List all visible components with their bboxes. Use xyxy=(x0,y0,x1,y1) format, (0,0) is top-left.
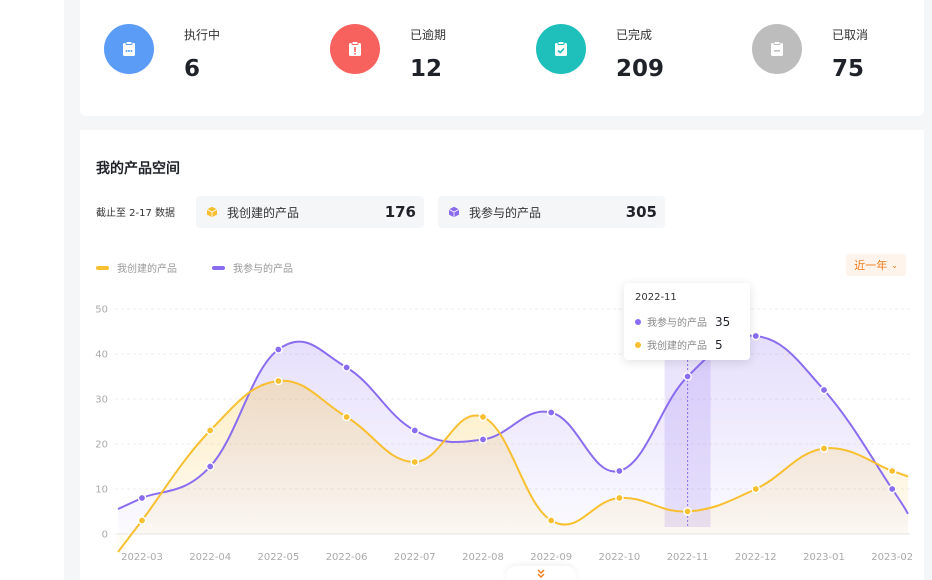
x-tick-label: 2022-05 xyxy=(258,552,300,563)
data-point-joined[interactable] xyxy=(342,363,351,372)
x-tick-label: 2022-06 xyxy=(326,552,368,563)
stat-value: 6 xyxy=(184,56,201,82)
stat-label: 已取消 xyxy=(832,28,869,42)
x-tick-label: 2022-11 xyxy=(667,552,709,563)
data-point-joined[interactable] xyxy=(274,345,283,354)
tooltip-row-created: 我创建的产品 5 xyxy=(635,337,745,352)
data-point-created[interactable] xyxy=(274,376,283,386)
pill-label: 我创建的产品 xyxy=(227,205,300,220)
data-point-created[interactable] xyxy=(478,412,488,422)
tooltip-row-joined: 我参与的产品 35 xyxy=(635,314,745,329)
series-line-joined xyxy=(117,334,909,515)
data-point-joined[interactable] xyxy=(546,408,556,417)
tooltip-series-name: 我参与的产品 xyxy=(647,318,707,329)
chevron-down-icon: ⌄ xyxy=(891,260,898,270)
data-point-created[interactable] xyxy=(205,426,215,435)
data-point-created[interactable] xyxy=(342,412,351,422)
data-point-joined[interactable] xyxy=(615,466,624,476)
y-tick-label: 40 xyxy=(95,350,108,361)
legend-item-joined[interactable]: 我参与的产品 xyxy=(212,260,293,275)
x-tick-label: 2022-10 xyxy=(599,552,641,563)
data-point-created[interactable] xyxy=(683,507,692,516)
data-point-created[interactable] xyxy=(137,516,147,525)
stat-value: 209 xyxy=(616,56,665,82)
tooltip-series-value: 35 xyxy=(715,314,731,329)
series-line-created xyxy=(117,379,909,553)
pill-value: 305 xyxy=(625,203,657,221)
pill-label: 我参与的产品 xyxy=(469,205,542,220)
chart-tooltip: 2022-11 我参与的产品 35 我创建的产品 5 xyxy=(624,283,750,360)
stat-value: 12 xyxy=(410,56,443,82)
tooltip-series-value: 5 xyxy=(715,337,723,352)
stat-label: 已逾期 xyxy=(410,28,447,42)
data-as-of-note: 截止至 2-17 数据 xyxy=(96,208,176,219)
legend-swatch xyxy=(212,265,225,270)
clipboard-minus-icon xyxy=(752,24,802,74)
y-tick-label: 20 xyxy=(95,440,108,451)
tooltip-dot xyxy=(635,318,641,325)
clipboard-alert-icon xyxy=(330,24,380,74)
data-point-joined[interactable] xyxy=(887,484,897,494)
tooltip-title: 2022-11 xyxy=(635,292,677,303)
data-point-created[interactable] xyxy=(546,516,556,525)
data-point-created[interactable] xyxy=(819,444,829,453)
y-tick-label: 30 xyxy=(95,395,108,406)
cube-icon xyxy=(448,206,460,218)
left-panel xyxy=(0,0,64,580)
x-tick-label: 2022-08 xyxy=(462,552,504,563)
data-point-joined[interactable] xyxy=(205,462,215,471)
legend-label: 我参与的产品 xyxy=(233,264,293,275)
x-tick-label: 2022-03 xyxy=(121,552,163,563)
collapse-toggle[interactable] xyxy=(506,566,576,580)
data-point-created[interactable] xyxy=(410,457,420,467)
data-point-joined[interactable] xyxy=(137,493,147,503)
stat-label: 已完成 xyxy=(616,28,653,42)
y-tick-label: 0 xyxy=(102,530,108,541)
y-tick-label: 50 xyxy=(95,305,108,316)
legend-label: 我创建的产品 xyxy=(117,264,177,275)
data-point-joined[interactable] xyxy=(751,331,761,341)
double-chevron-down-icon xyxy=(537,569,545,578)
x-tick-label: 2023-02 xyxy=(871,552,913,563)
stat-label: 执行中 xyxy=(184,28,221,42)
created-products-summary[interactable]: 我创建的产品 176 xyxy=(196,196,424,228)
legend-item-created[interactable]: 我创建的产品 xyxy=(96,260,177,275)
time-range-select[interactable]: 近一年 ⌄ xyxy=(846,254,906,276)
y-tick-label: 10 xyxy=(95,485,108,496)
pill-value: 176 xyxy=(384,203,416,221)
data-point-joined[interactable] xyxy=(410,426,420,435)
data-point-joined[interactable] xyxy=(819,385,829,395)
x-tick-label: 2022-07 xyxy=(394,552,436,563)
data-point-joined[interactable] xyxy=(683,372,692,381)
task-status-card: 执行中 6 已逾期 12 已完成 209 已取消 75 xyxy=(80,0,924,116)
x-tick-label: 2023-01 xyxy=(803,552,845,563)
data-point-created[interactable] xyxy=(887,466,897,476)
tooltip-dot xyxy=(635,341,641,348)
clipboard-check-icon xyxy=(536,24,586,74)
section-title: 我的产品空间 xyxy=(96,161,180,177)
legend-swatch xyxy=(96,265,109,270)
x-tick-label: 2022-04 xyxy=(189,552,231,563)
stat-value: 75 xyxy=(832,56,865,82)
time-range-label: 近一年 xyxy=(854,259,888,272)
data-point-joined[interactable] xyxy=(478,435,488,444)
x-tick-label: 2022-12 xyxy=(735,552,777,563)
joined-products-summary[interactable]: 我参与的产品 305 xyxy=(438,196,665,228)
data-point-created[interactable] xyxy=(615,493,624,503)
series-area-created xyxy=(118,380,908,552)
tooltip-series-name: 我创建的产品 xyxy=(647,341,707,352)
data-point-created[interactable] xyxy=(751,484,761,494)
x-tick-label: 2022-09 xyxy=(530,552,572,563)
clipboard-dots-icon xyxy=(104,24,154,74)
cube-icon xyxy=(206,206,218,218)
